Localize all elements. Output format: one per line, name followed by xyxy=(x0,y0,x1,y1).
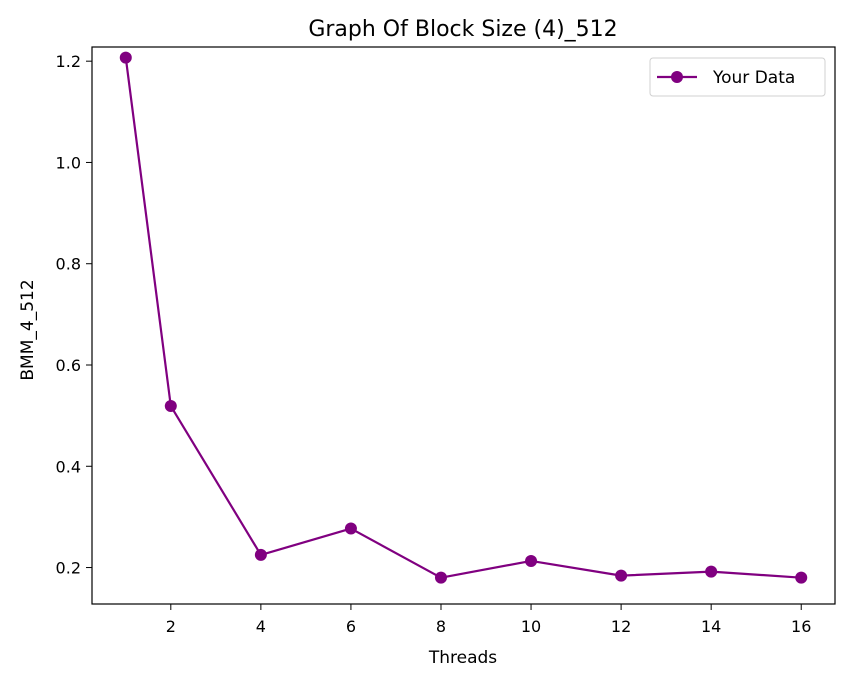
data-point xyxy=(705,565,718,578)
data-point xyxy=(164,400,177,413)
x-axis-label: Threads xyxy=(428,648,497,668)
data-point xyxy=(615,569,628,582)
y-tick-label: 1.2 xyxy=(56,52,81,71)
x-axis: 2 4 6 8 10 12 14 16 xyxy=(166,604,811,636)
y-axis: 0.2 0.4 0.6 0.8 1.0 1.2 xyxy=(56,52,92,578)
y-axis-label: BMM_4_512 xyxy=(18,279,38,380)
series-line xyxy=(124,57,802,579)
legend-label: Your Data xyxy=(712,68,795,88)
x-tick-label: 2 xyxy=(166,617,176,636)
chart-title: Graph Of Block Size (4)_512 xyxy=(308,17,617,42)
data-point xyxy=(344,522,357,535)
x-tick-label: 4 xyxy=(256,617,266,636)
legend-box xyxy=(649,57,826,97)
y-tick-label: 0.8 xyxy=(56,255,81,274)
x-tick-label: 16 xyxy=(791,617,811,636)
y-tick-label: 0.4 xyxy=(56,457,81,476)
plot-area xyxy=(91,46,836,605)
data-point xyxy=(434,571,447,584)
y-tick-label: 1.0 xyxy=(56,153,81,172)
x-tick-label: 6 xyxy=(346,617,356,636)
x-tick-label: 8 xyxy=(436,617,446,636)
data-point xyxy=(525,554,538,567)
y-tick-label: 0.2 xyxy=(56,559,81,578)
legend-marker xyxy=(671,71,683,83)
data-point xyxy=(254,548,267,561)
x-tick-label: 12 xyxy=(611,617,631,636)
x-tick-label: 14 xyxy=(701,617,721,636)
legend: Your Data xyxy=(649,57,826,97)
data-point xyxy=(795,571,808,584)
y-tick-label: 0.6 xyxy=(56,356,81,375)
x-tick-label: 10 xyxy=(521,617,541,636)
series-layer xyxy=(119,51,808,584)
data-point xyxy=(119,51,132,64)
